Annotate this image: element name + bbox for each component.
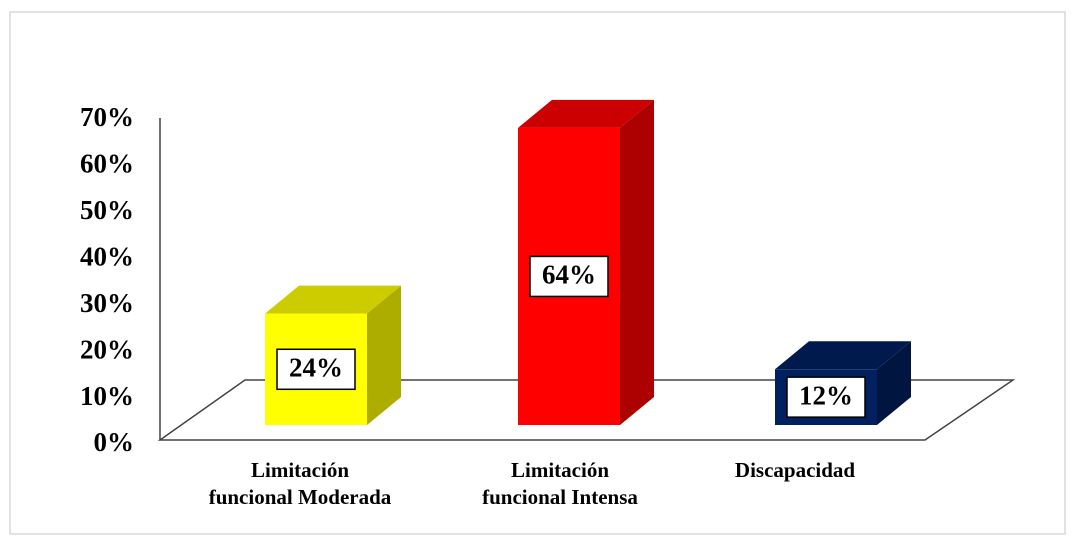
value-label: 24% (289, 352, 343, 382)
x-tick-label: Limitación funcional Intensa (482, 458, 638, 509)
x-tick-label: Limitación funcional Moderada (209, 458, 392, 509)
y-tick-label: 40% (80, 241, 134, 271)
bar-side (367, 285, 401, 425)
y-tick-label: 30% (80, 288, 134, 318)
y-tick-label: 10% (80, 381, 134, 411)
value-label-box (276, 348, 356, 391)
value-label: 64% (542, 260, 596, 290)
bar-side (620, 99, 654, 425)
value-label-box (529, 255, 609, 298)
x-tick-label: Discapacidad (735, 458, 856, 482)
y-tick-label: 60% (80, 149, 134, 179)
bar-top (775, 341, 911, 370)
y-tick-label: 70% (80, 102, 134, 132)
y-tick-label: 50% (80, 195, 134, 225)
bar-top (518, 99, 654, 128)
bar-top (265, 285, 401, 314)
floor (157, 379, 1016, 441)
y-tick-label: 20% (80, 334, 134, 364)
value-label-box (786, 376, 866, 418)
y-tick-label: 0% (94, 427, 135, 457)
bar-side (877, 341, 911, 425)
value-label: 12% (799, 380, 853, 410)
